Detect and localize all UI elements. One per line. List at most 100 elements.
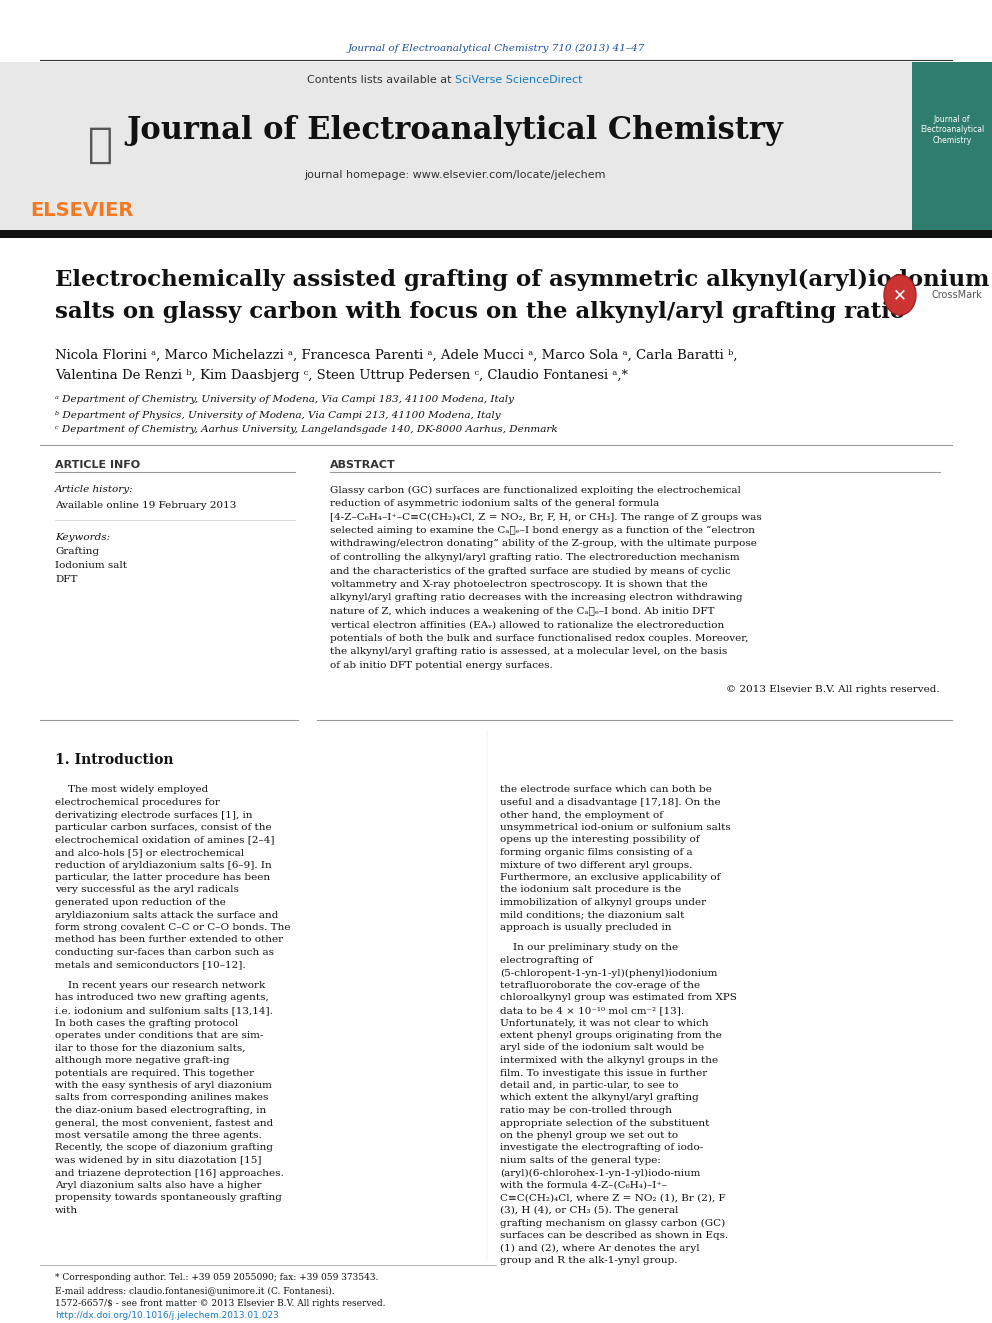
- Text: voltammetry and X-ray photoelectron spectroscopy. It is shown that the: voltammetry and X-ray photoelectron spec…: [330, 579, 707, 589]
- Text: and the characteristics of the grafted surface are studied by means of cyclic: and the characteristics of the grafted s…: [330, 566, 731, 576]
- Text: (3), H (4), or CH₃ (5). The general: (3), H (4), or CH₃ (5). The general: [500, 1207, 679, 1215]
- Text: most versatile among the three agents.: most versatile among the three agents.: [55, 1131, 262, 1140]
- Text: method has been further extended to other: method has been further extended to othe…: [55, 935, 283, 945]
- Text: of controlling the alkynyl/aryl grafting ratio. The electroreduction mechanism: of controlling the alkynyl/aryl grafting…: [330, 553, 740, 562]
- Text: Grafting: Grafting: [55, 548, 99, 557]
- Text: 🌿: 🌿: [87, 124, 112, 165]
- Text: general, the most convenient, fastest and: general, the most convenient, fastest an…: [55, 1118, 273, 1127]
- Text: was widened by in situ diazotation [15]: was widened by in situ diazotation [15]: [55, 1156, 262, 1166]
- Text: potentials are required. This together: potentials are required. This together: [55, 1069, 254, 1077]
- Text: http://dx.doi.org/10.1016/j.jelechem.2013.01.023: http://dx.doi.org/10.1016/j.jelechem.201…: [55, 1311, 279, 1319]
- Text: mixture of two different aryl groups.: mixture of two different aryl groups.: [500, 860, 692, 869]
- Text: Iodonium salt: Iodonium salt: [55, 561, 127, 570]
- Text: Furthermore, an exclusive applicability of: Furthermore, an exclusive applicability …: [500, 873, 720, 882]
- Text: Journal of Electroanalytical Chemistry: Journal of Electroanalytical Chemistry: [127, 115, 784, 146]
- Text: conducting sur-faces than carbon such as: conducting sur-faces than carbon such as: [55, 949, 274, 957]
- Text: (aryl)(6-chlorohex-1-yn-1-yl)iodo-nium: (aryl)(6-chlorohex-1-yn-1-yl)iodo-nium: [500, 1168, 700, 1177]
- Text: ratio may be con-trolled through: ratio may be con-trolled through: [500, 1106, 672, 1115]
- Text: opens up the interesting possibility of: opens up the interesting possibility of: [500, 836, 699, 844]
- Ellipse shape: [884, 275, 916, 315]
- Text: data to be 4 × 10⁻¹⁰ mol cm⁻² [13].: data to be 4 × 10⁻¹⁰ mol cm⁻² [13].: [500, 1005, 684, 1015]
- FancyBboxPatch shape: [0, 230, 992, 238]
- Text: (5-chloropent-1-yn-1-yl)(phenyl)iodonium: (5-chloropent-1-yn-1-yl)(phenyl)iodonium: [500, 968, 717, 978]
- Text: ᶜ Department of Chemistry, Aarhus University, Langelandsgade 140, DK-8000 Aarhus: ᶜ Department of Chemistry, Aarhus Univer…: [55, 426, 558, 434]
- Text: the electrode surface which can both be: the electrode surface which can both be: [500, 786, 712, 795]
- Text: investigate the electrografting of iodo-: investigate the electrografting of iodo-: [500, 1143, 703, 1152]
- Text: electrochemical procedures for: electrochemical procedures for: [55, 798, 220, 807]
- Text: ᵇ Department of Physics, University of Modena, Via Campi 213, 41100 Modena, Ital: ᵇ Department of Physics, University of M…: [55, 410, 501, 419]
- Text: DFT: DFT: [55, 576, 77, 585]
- Text: C≡C(CH₂)₄Cl, where Z = NO₂ (1), Br (2), F: C≡C(CH₂)₄Cl, where Z = NO₂ (1), Br (2), …: [500, 1193, 725, 1203]
- Text: extent phenyl groups originating from the: extent phenyl groups originating from th…: [500, 1031, 722, 1040]
- Text: aryldiazonium salts attack the surface and: aryldiazonium salts attack the surface a…: [55, 910, 279, 919]
- Text: SciVerse ScienceDirect: SciVerse ScienceDirect: [455, 75, 582, 85]
- Text: other hand, the employment of: other hand, the employment of: [500, 811, 663, 819]
- Text: chloroalkynyl group was estimated from XPS: chloroalkynyl group was estimated from X…: [500, 994, 737, 1003]
- Text: In our preliminary study on the: In our preliminary study on the: [500, 943, 679, 953]
- Text: (1) and (2), where Ar denotes the aryl: (1) and (2), where Ar denotes the aryl: [500, 1244, 699, 1253]
- Text: Article history:: Article history:: [55, 486, 134, 495]
- Text: unsymmetrical iod-onium or sulfonium salts: unsymmetrical iod-onium or sulfonium sal…: [500, 823, 731, 832]
- Text: CrossMark: CrossMark: [932, 290, 983, 300]
- Text: the alkynyl/aryl grafting ratio is assessed, at a molecular level, on the basis: the alkynyl/aryl grafting ratio is asses…: [330, 647, 727, 656]
- Text: electrografting of: electrografting of: [500, 957, 592, 964]
- Text: reduction of asymmetric iodonium salts of the general formula: reduction of asymmetric iodonium salts o…: [330, 499, 660, 508]
- Text: withdrawing/electron donating” ability of the Z-group, with the ultimate purpose: withdrawing/electron donating” ability o…: [330, 540, 757, 549]
- Text: Available online 19 February 2013: Available online 19 February 2013: [55, 500, 236, 509]
- Text: generated upon reduction of the: generated upon reduction of the: [55, 898, 226, 908]
- Text: derivatizing electrode surfaces [1], in: derivatizing electrode surfaces [1], in: [55, 811, 253, 819]
- Text: salts on glassy carbon with focus on the alkynyl/aryl grafting ratio: salts on glassy carbon with focus on the…: [55, 302, 906, 323]
- Text: of ab initio DFT potential energy surfaces.: of ab initio DFT potential energy surfac…: [330, 662, 553, 669]
- Text: and alco-hols [5] or electrochemical: and alco-hols [5] or electrochemical: [55, 848, 244, 857]
- Text: operates under conditions that are sim-: operates under conditions that are sim-: [55, 1031, 263, 1040]
- Text: surfaces can be described as shown in Eqs.: surfaces can be described as shown in Eq…: [500, 1230, 728, 1240]
- Text: which extent the alkynyl/aryl grafting: which extent the alkynyl/aryl grafting: [500, 1094, 698, 1102]
- Text: 1572-6657/$ - see front matter © 2013 Elsevier B.V. All rights reserved.: 1572-6657/$ - see front matter © 2013 El…: [55, 1298, 386, 1307]
- Text: ABSTRACT: ABSTRACT: [330, 460, 396, 470]
- Text: ✕: ✕: [893, 286, 907, 304]
- Text: although more negative graft-ing: although more negative graft-ing: [55, 1056, 229, 1065]
- Text: forming organic films consisting of a: forming organic films consisting of a: [500, 848, 692, 857]
- Text: appropriate selection of the substituent: appropriate selection of the substituent: [500, 1118, 709, 1127]
- Text: 1. Introduction: 1. Introduction: [55, 753, 174, 767]
- Text: film. To investigate this issue in further: film. To investigate this issue in furth…: [500, 1069, 707, 1077]
- Text: ilar to those for the diazonium salts,: ilar to those for the diazonium salts,: [55, 1044, 245, 1053]
- Text: aryl side of the iodonium salt would be: aryl side of the iodonium salt would be: [500, 1044, 704, 1053]
- Text: Nicola Florini ᵃ, Marco Michelazzi ᵃ, Francesca Parenti ᵃ, Adele Mucci ᵃ, Marco : Nicola Florini ᵃ, Marco Michelazzi ᵃ, Fr…: [55, 348, 737, 361]
- Text: journal homepage: www.elsevier.com/locate/jelechem: journal homepage: www.elsevier.com/locat…: [305, 169, 606, 180]
- Text: and triazene deprotection [16] approaches.: and triazene deprotection [16] approache…: [55, 1168, 284, 1177]
- Text: ARTICLE INFO: ARTICLE INFO: [55, 460, 140, 470]
- Text: ᵃ Department of Chemistry, University of Modena, Via Campi 183, 41100 Modena, It: ᵃ Department of Chemistry, University of…: [55, 396, 514, 405]
- Text: intermixed with the alkynyl groups in the: intermixed with the alkynyl groups in th…: [500, 1056, 718, 1065]
- FancyBboxPatch shape: [0, 62, 912, 230]
- Text: Journal of Electroanalytical Chemistry 710 (2013) 41–47: Journal of Electroanalytical Chemistry 7…: [347, 44, 645, 53]
- Text: particular, the latter procedure has been: particular, the latter procedure has bee…: [55, 873, 270, 882]
- Text: In recent years our research network: In recent years our research network: [55, 980, 265, 990]
- FancyBboxPatch shape: [912, 62, 992, 230]
- Text: with: with: [55, 1207, 78, 1215]
- Text: alkynyl/aryl grafting ratio decreases with the increasing electron withdrawing: alkynyl/aryl grafting ratio decreases wi…: [330, 594, 743, 602]
- Text: immobilization of alkynyl groups under: immobilization of alkynyl groups under: [500, 898, 706, 908]
- Text: Electrochemically assisted grafting of asymmetric alkynyl(aryl)iodonium: Electrochemically assisted grafting of a…: [55, 269, 989, 291]
- Text: nature of Z, which induces a weakening of the Cₐ⭣ₑ–I bond. Ab initio DFT: nature of Z, which induces a weakening o…: [330, 607, 714, 617]
- Text: useful and a disadvantage [17,18]. On the: useful and a disadvantage [17,18]. On th…: [500, 798, 720, 807]
- Text: tetrafluoroborate the cov-erage of the: tetrafluoroborate the cov-erage of the: [500, 980, 700, 990]
- Text: with the formula 4-Z–(C₆H₄)–I⁺–: with the formula 4-Z–(C₆H₄)–I⁺–: [500, 1181, 668, 1189]
- Text: the iodonium salt procedure is the: the iodonium salt procedure is the: [500, 885, 682, 894]
- Text: potentials of both the bulk and surface functionalised redox couples. Moreover,: potentials of both the bulk and surface …: [330, 634, 748, 643]
- Text: propensity towards spontaneously grafting: propensity towards spontaneously graftin…: [55, 1193, 282, 1203]
- Text: the diaz-onium based electrografting, in: the diaz-onium based electrografting, in: [55, 1106, 266, 1115]
- Text: detail and, in partic-ular, to see to: detail and, in partic-ular, to see to: [500, 1081, 679, 1090]
- Text: In both cases the grafting protocol: In both cases the grafting protocol: [55, 1019, 238, 1028]
- Text: very successful as the aryl radicals: very successful as the aryl radicals: [55, 885, 239, 894]
- Text: electrochemical oxidation of amines [2–4]: electrochemical oxidation of amines [2–4…: [55, 836, 275, 844]
- Text: Valentina De Renzi ᵇ, Kim Daasbjerg ᶜ, Steen Uttrup Pedersen ᶜ, Claudio Fontanes: Valentina De Renzi ᵇ, Kim Daasbjerg ᶜ, S…: [55, 369, 628, 381]
- Text: salts from corresponding anilines makes: salts from corresponding anilines makes: [55, 1094, 269, 1102]
- Text: nium salts of the general type:: nium salts of the general type:: [500, 1156, 661, 1166]
- Text: particular carbon surfaces, consist of the: particular carbon surfaces, consist of t…: [55, 823, 272, 832]
- Text: Keywords:: Keywords:: [55, 532, 110, 541]
- Text: approach is usually precluded in: approach is usually precluded in: [500, 923, 672, 931]
- Text: Glassy carbon (GC) surfaces are functionalized exploiting the electrochemical: Glassy carbon (GC) surfaces are function…: [330, 486, 741, 495]
- Text: form strong covalent C–C or C–O bonds. The: form strong covalent C–C or C–O bonds. T…: [55, 923, 291, 931]
- Text: selected aiming to examine the Cₐ⭣ₑ–I bond energy as a function of the “electron: selected aiming to examine the Cₐ⭣ₑ–I bo…: [330, 525, 755, 536]
